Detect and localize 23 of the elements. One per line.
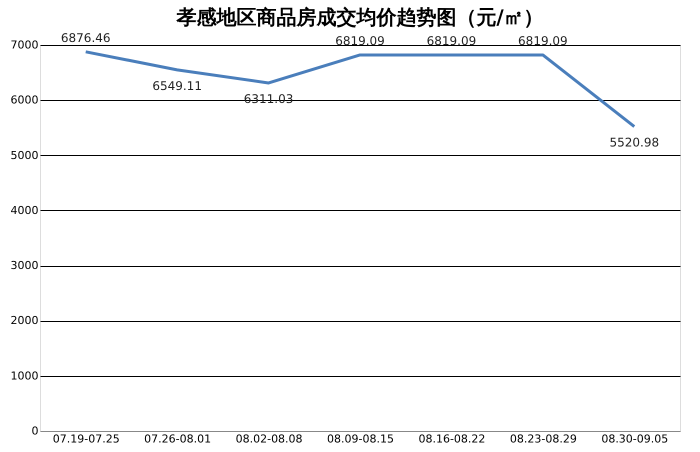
data-label: 6876.46 <box>60 30 111 45</box>
y-tick-label: 2000 <box>10 314 38 328</box>
y-tick-label: 5000 <box>10 148 38 162</box>
data-label: 5520.98 <box>609 136 660 150</box>
y-tick-label: 1000 <box>10 369 38 382</box>
line-series <box>84 50 636 128</box>
x-tick-label: 07.26-08.01 <box>144 432 212 446</box>
data-label: 6819.09 <box>518 34 568 48</box>
y-tick-label: 6000 <box>10 94 38 107</box>
chart-title: 孝感地区商品房成交均价趋势图（元/㎡） <box>175 4 544 29</box>
x-tick-label: 08.16-08.22 <box>418 432 486 446</box>
x-tick-label: 07.19-07.25 <box>52 432 120 446</box>
data-label: 6819.09 <box>335 34 385 48</box>
y-tick-label: 3000 <box>10 259 38 272</box>
x-tick-label: 08.23-08.29 <box>510 432 577 446</box>
data-label: 6549.11 <box>152 78 202 93</box>
y-tick-label: 7000 <box>10 38 38 52</box>
x-tick-label: 08.09-08.15 <box>327 432 394 446</box>
y-tick-label: 4000 <box>10 204 38 217</box>
x-tick-label: 08.30-09.05 <box>601 432 668 446</box>
data-label: 6819.09 <box>426 34 476 48</box>
y-tick-label: 0 <box>32 424 38 438</box>
x-tick-label: 08.02-08.08 <box>236 432 303 446</box>
